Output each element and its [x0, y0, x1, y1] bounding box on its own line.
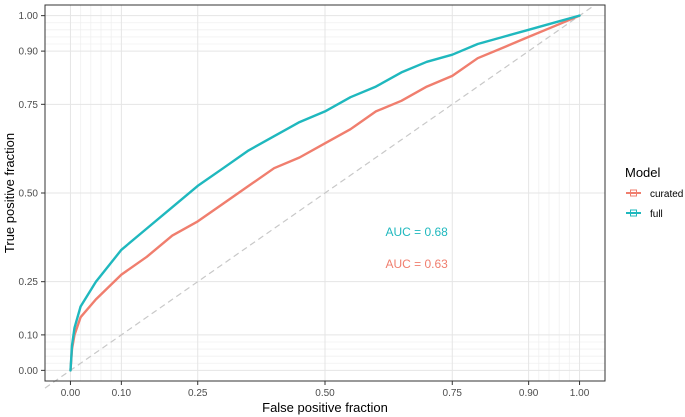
x-axis-label: False positive fraction	[262, 400, 388, 415]
series-line-full	[69, 14, 581, 372]
x-tick-label: 1.00	[570, 388, 590, 399]
auc-label-curated: AUC = 0.63	[385, 257, 448, 271]
y-axis-label: True positive fraction	[2, 133, 17, 253]
grid	[45, 5, 605, 381]
x-tick-label: 0.25	[188, 388, 208, 399]
legend: Model curated full	[625, 165, 683, 222]
legend-label-curated: curated	[650, 189, 683, 200]
y-tick-label: 0.00	[19, 366, 39, 377]
legend-key-marker-full	[630, 209, 637, 217]
auc-annotations: AUC = 0.68 AUC = 0.63	[385, 225, 448, 271]
y-tick-label: 1.00	[19, 11, 39, 22]
auc-label-full: AUC = 0.68	[385, 225, 448, 239]
x-tick-label: 0.00	[61, 388, 81, 399]
legend-key-marker-curated	[630, 189, 637, 197]
y-tick-label: 0.25	[19, 277, 39, 288]
series-line-curated	[69, 14, 581, 372]
x-tick-label: 0.75	[443, 388, 463, 399]
x-tick-label: 0.90	[519, 388, 539, 399]
y-tick-label: 0.10	[19, 330, 39, 341]
y-tick-label: 0.50	[19, 189, 39, 200]
y-tick-label: 0.75	[19, 100, 39, 111]
legend-title: Model	[625, 165, 661, 180]
axis-ticks: 0.00 0.10 0.25 0.50 0.75 0.90 1.00 0.00 0.10 0.25…	[19, 11, 590, 399]
legend-label-full: full	[650, 209, 663, 220]
series-lines	[69, 14, 581, 372]
reference-diagonal-line	[44, 4, 596, 389]
x-tick-label: 0.10	[112, 388, 132, 399]
x-tick-label: 0.50	[315, 388, 335, 399]
y-tick-label: 0.90	[19, 47, 39, 58]
